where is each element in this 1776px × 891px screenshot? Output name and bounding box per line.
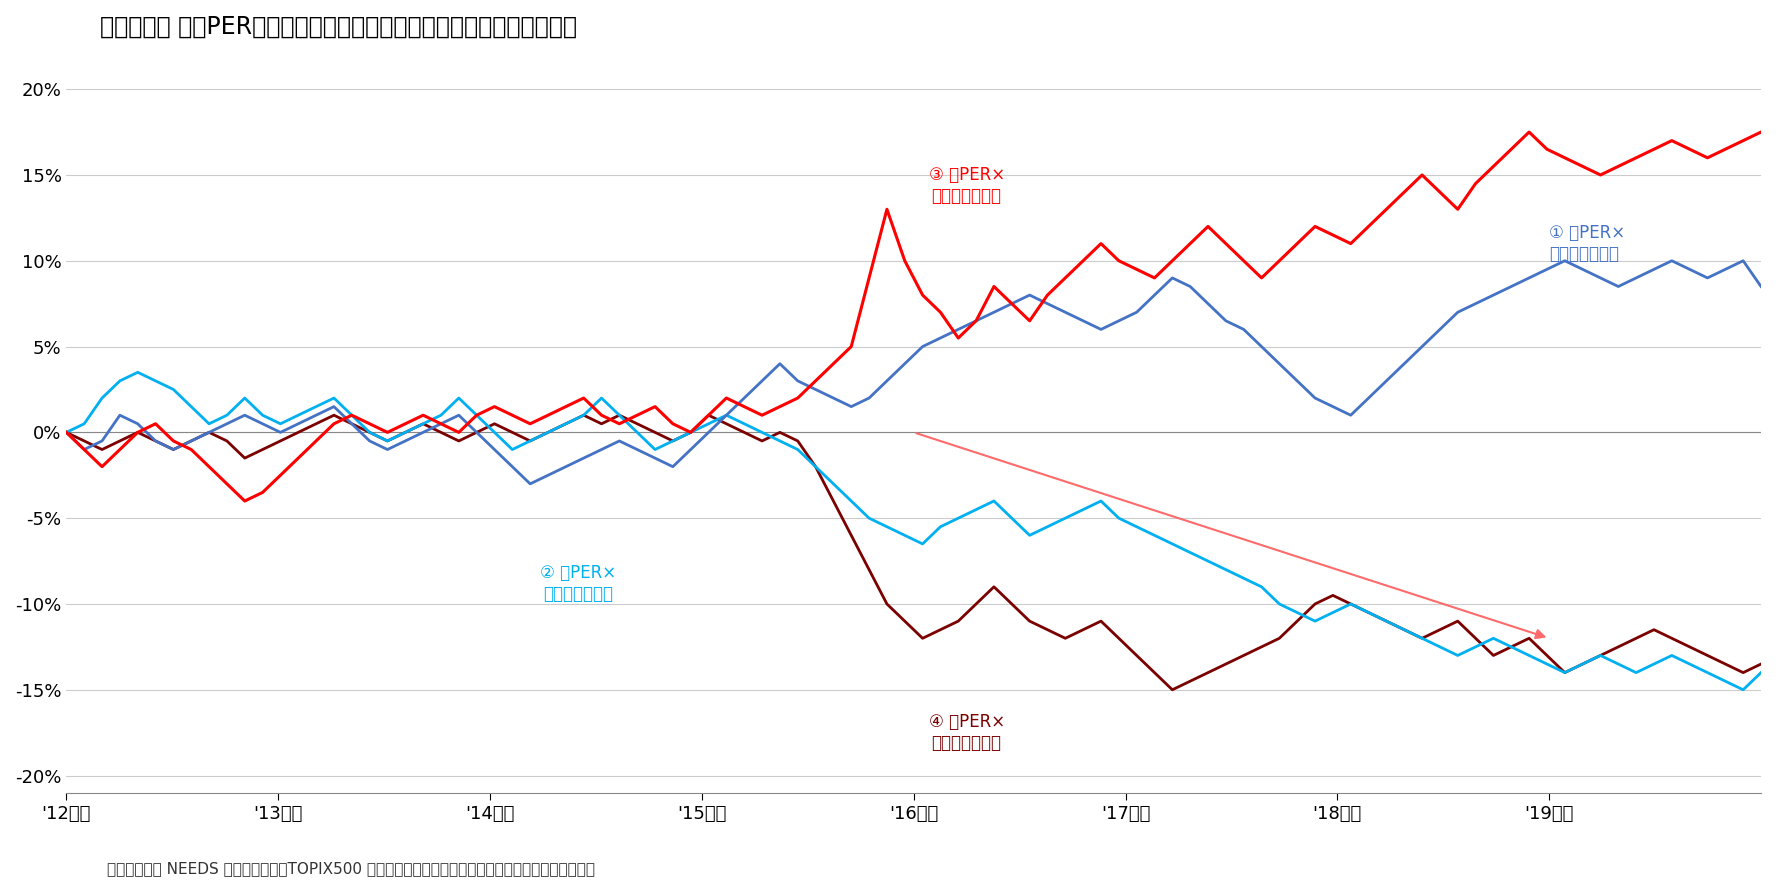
Text: ③ 高PER×
高自己資本比率: ③ 高PER× 高自己資本比率 (929, 166, 1005, 205)
Text: （資料）日経 NEEDS などより作成。TOPIX500 採用銘柄の単純平均に対する超過リターンの単純平均。: （資料）日経 NEEDS などより作成。TOPIX500 採用銘柄の単純平均に対… (107, 862, 595, 876)
Text: ④ 高PER×
低自己資本比率: ④ 高PER× 低自己資本比率 (929, 714, 1005, 752)
Text: ① 低PER×
高自己資本比率: ① 低PER× 高自己資本比率 (1549, 225, 1625, 263)
Text: 【図表４】 予想PERと自己資本比率の水準別の累計超過リターンの推移: 【図表４】 予想PERと自己資本比率の水準別の累計超過リターンの推移 (99, 15, 577, 39)
Text: ② 低PER×
低自己資本比率: ② 低PER× 低自己資本比率 (540, 564, 616, 603)
